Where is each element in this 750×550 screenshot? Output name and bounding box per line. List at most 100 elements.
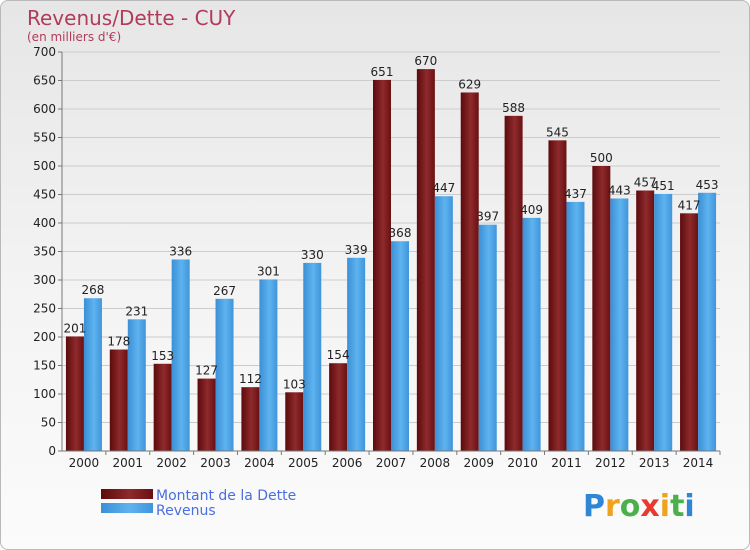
bar-revenus [347, 257, 366, 451]
bar-revenus [171, 259, 190, 451]
bar-revenus [654, 193, 673, 451]
value-label-dette: 545 [546, 125, 569, 139]
y-tick-label: 500 [33, 159, 56, 173]
chart-title: Revenus/Dette - CUY [27, 6, 236, 30]
y-tick-label: 450 [33, 188, 56, 202]
x-tick-label: 2010 [507, 456, 538, 470]
value-label-revenus: 231 [125, 304, 148, 318]
value-label-dette: 670 [414, 54, 437, 68]
bar-revenus [259, 279, 278, 451]
value-label-revenus: 397 [476, 210, 499, 224]
value-label-revenus: 267 [213, 284, 236, 298]
value-label-revenus: 447 [432, 181, 455, 195]
bar-revenus [610, 198, 629, 451]
bar-dette [592, 166, 611, 451]
bar-dette [329, 363, 348, 451]
x-tick-label: 2001 [113, 456, 144, 470]
bar-revenus [478, 224, 497, 451]
bar-dette [548, 140, 567, 451]
value-label-revenus: 268 [81, 283, 104, 297]
y-tick-label: 0 [48, 444, 56, 458]
legend: Montant de la Dette Revenus [101, 488, 296, 519]
value-label-revenus: 368 [389, 226, 412, 240]
y-tick-label: 700 [33, 45, 56, 59]
legend-label-debt: Montant de la Dette [156, 488, 296, 504]
value-label-revenus: 453 [696, 178, 719, 192]
value-label-dette: 629 [458, 77, 481, 91]
bar-dette [109, 349, 128, 451]
value-label-revenus: 301 [257, 264, 280, 278]
y-tick-label: 550 [33, 131, 56, 145]
value-label-dette: 153 [151, 349, 174, 363]
bar-dette [65, 336, 84, 451]
x-tick-label: 2007 [376, 456, 407, 470]
proxiti-logo: Proxiti [583, 489, 695, 524]
chart-subtitle: (en milliers d'€) [27, 30, 121, 44]
x-tick-label: 2009 [463, 456, 494, 470]
y-tick-label: 650 [33, 74, 56, 88]
y-tick-label: 300 [33, 273, 56, 287]
y-tick-label: 250 [33, 302, 56, 316]
x-tick-label: 2012 [595, 456, 626, 470]
bar-revenus [566, 201, 585, 451]
value-label-revenus: 330 [301, 248, 324, 262]
value-label-dette: 178 [107, 335, 130, 349]
value-labels: 201 268 178 231 153 336 127 267 112 301 103 330 154 3… [63, 54, 718, 391]
x-tick-label: 2008 [420, 456, 451, 470]
x-tick-label: 2006 [332, 456, 363, 470]
value-label-dette: 112 [239, 372, 262, 386]
bar-dette [197, 378, 216, 451]
x-tick-label: 2004 [244, 456, 275, 470]
bar-dette [680, 213, 699, 451]
y-tick-label: 100 [33, 387, 56, 401]
y-tick-label: 50 [41, 416, 56, 430]
bar-dette [460, 92, 479, 451]
bar-dette [241, 387, 260, 451]
value-label-dette: 154 [327, 348, 350, 362]
value-label-revenus: 443 [608, 183, 631, 197]
bar-revenus [83, 298, 102, 451]
bar-dette [285, 392, 304, 451]
bar-dette [504, 115, 523, 451]
bar-revenus [303, 262, 322, 451]
value-label-revenus: 336 [169, 244, 192, 258]
value-label-dette: 103 [283, 377, 306, 391]
bar-revenus [215, 298, 234, 451]
value-label-dette: 127 [195, 364, 218, 378]
proxiti-logo-text: Proxiti [583, 489, 695, 524]
y-tick-label: 600 [33, 102, 56, 116]
bar-revenus [127, 319, 146, 451]
value-label-dette: 417 [678, 198, 701, 212]
value-label-revenus: 409 [520, 203, 543, 217]
x-tick-label: 2002 [156, 456, 187, 470]
x-tick-label: 2013 [639, 456, 670, 470]
x-axis-ticks: 2000 2001 2002 2003 2004 2005 2006 2007 2008 2009… [69, 451, 721, 470]
value-label-revenus: 437 [564, 187, 587, 201]
value-label-dette: 201 [63, 321, 86, 335]
y-tick-label: 200 [33, 330, 56, 344]
legend-label-revenus: Revenus [156, 503, 216, 519]
value-label-revenus: 451 [652, 179, 675, 193]
y-axis-ticks: 0 50 100 150 200 250 300 350 400 450 500 550 600 650 7… [33, 45, 62, 458]
legend-swatch-revenus [101, 503, 153, 513]
bar-revenus [434, 196, 453, 451]
x-tick-label: 2011 [551, 456, 582, 470]
y-tick-label: 400 [33, 216, 56, 230]
bar-dette [636, 190, 655, 451]
x-tick-label: 2000 [69, 456, 100, 470]
y-tick-label: 150 [33, 359, 56, 373]
x-tick-label: 2005 [288, 456, 319, 470]
bar-layer [65, 69, 717, 452]
x-tick-label: 2003 [200, 456, 231, 470]
bar-revenus [522, 217, 541, 451]
value-label-dette: 588 [502, 101, 525, 115]
bar-dette [153, 363, 172, 451]
value-label-dette: 457 [634, 176, 657, 190]
value-label-dette: 651 [371, 65, 394, 79]
y-tick-label: 350 [33, 245, 56, 259]
bar-dette [416, 69, 435, 451]
legend-swatch-debt [101, 489, 153, 499]
bar-revenus [391, 241, 409, 451]
